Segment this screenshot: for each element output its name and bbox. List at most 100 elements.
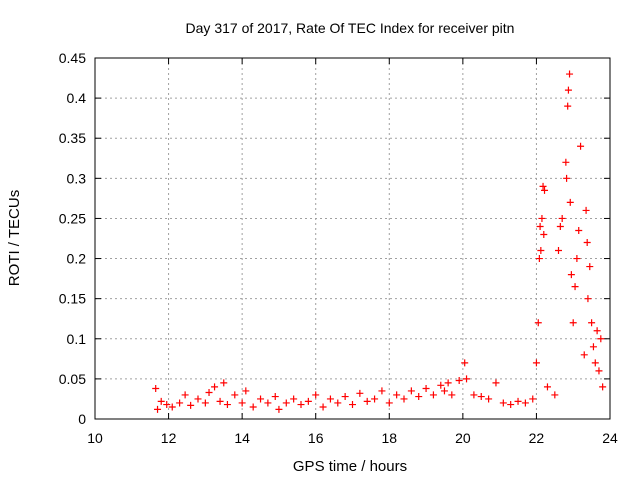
data-point [582,206,590,214]
data-point [312,391,320,399]
plot-frame [94,57,611,420]
data-point [529,395,537,403]
data-point [429,391,437,399]
data-point [566,198,574,206]
data-point [539,182,547,190]
x-tick-label: 10 [87,430,103,446]
data-point [152,385,160,393]
data-point [595,367,603,375]
data-point [591,359,599,367]
y-tick-label: 0.05 [59,371,86,387]
data-point [599,383,607,391]
data-point [586,263,594,271]
data-point [558,214,566,222]
data-point [275,405,283,413]
data-point [216,397,224,405]
data-point [551,391,559,399]
data-point [378,387,386,395]
data-point [563,174,571,182]
data-point [569,319,577,327]
x-axis-label: GPS time / hours [293,458,407,475]
tick-marks [94,57,611,420]
data-point [564,86,572,94]
data-point [455,376,463,384]
x-tick-label: 18 [381,430,397,446]
y-tick-label: 0.45 [59,50,86,66]
data-point [461,359,469,367]
y-tick-label: 0 [78,411,86,427]
data-point [363,397,371,405]
data-point [477,393,485,401]
data-point [194,395,202,403]
y-tick-label: 0.25 [59,210,86,226]
data-point [499,399,507,407]
data-point [319,403,327,411]
data-point [407,387,415,395]
data-point [297,401,305,409]
data-point [157,397,165,405]
data-point [543,383,551,391]
data-point [564,102,572,110]
data-point [580,351,588,359]
data-point [238,399,246,407]
data-point [485,395,493,403]
data-point [201,399,209,407]
data-point [422,385,430,393]
data-point [571,283,579,291]
data-point [537,247,545,255]
data-point [521,399,529,407]
data-point [541,186,549,194]
x-tick-label: 14 [234,430,250,446]
data-point [514,397,522,405]
data-point [242,387,250,395]
data-point [555,247,562,255]
data-point [535,255,543,263]
data-point [326,395,334,403]
data-point [271,393,279,401]
data-point [290,395,298,403]
data-point [566,70,574,78]
data-point [220,379,228,387]
data-point [437,381,445,389]
data-point [334,399,342,407]
data-point [588,319,596,327]
x-tick-label: 12 [161,430,177,446]
data-point [470,391,478,399]
data-point [371,395,379,403]
data-points [152,70,607,413]
data-point [181,391,189,399]
data-point [393,391,401,399]
data-point [231,391,239,399]
data-point [211,383,219,391]
data-point [538,214,546,222]
chart-title: Day 317 of 2017, Rate Of TEC Index for r… [186,20,515,36]
data-point [492,379,500,387]
tick-labels: 10 12 14 16 18 20 22 24 0 0.05 0.1 0.15 0.2 0.25 0.3 0.… [59,50,618,446]
data-point [556,222,564,230]
y-tick-label: 0.15 [59,291,86,307]
data-point [448,391,456,399]
data-point [168,403,176,411]
data-point [583,239,591,247]
data-point [356,389,364,397]
data-point [282,399,290,407]
data-point [304,397,312,405]
y-tick-label: 0.1 [67,331,87,347]
x-tick-label: 22 [529,430,545,446]
data-point [562,158,570,166]
data-point [536,222,544,230]
y-tick-label: 0.2 [67,251,87,267]
data-point [223,401,231,409]
data-point [385,399,393,407]
x-tick-label: 16 [308,430,324,446]
data-point [577,142,585,150]
y-tick-label: 0.3 [67,170,87,186]
data-point [463,375,471,383]
data-point [444,379,452,387]
data-point [573,255,581,263]
data-point [532,359,540,367]
data-point [187,401,195,409]
data-point [249,403,257,411]
data-point [440,387,448,395]
